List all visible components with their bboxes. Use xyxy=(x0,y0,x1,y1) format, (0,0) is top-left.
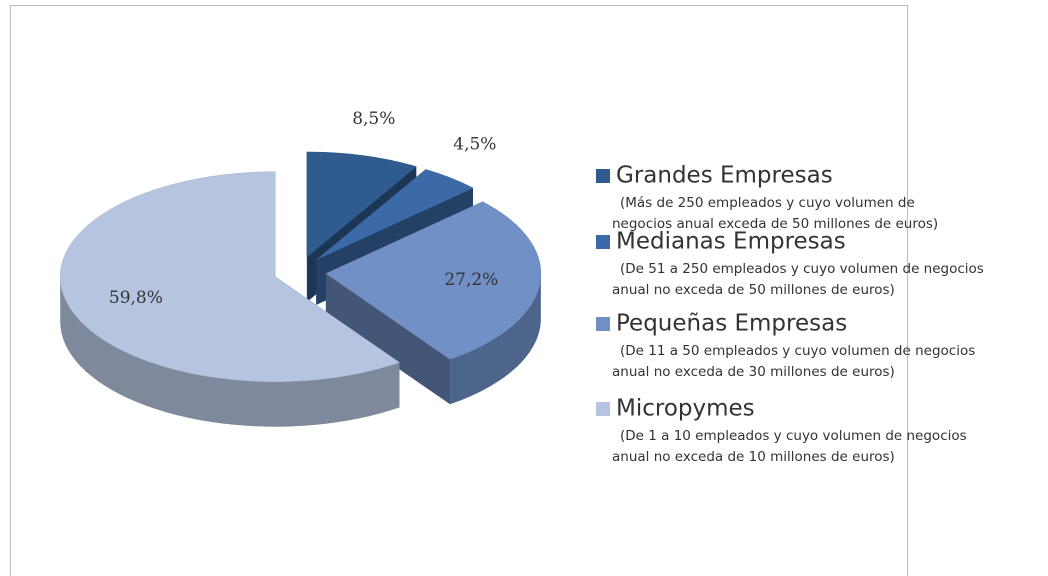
legend-description: (De 1 a 10 empleados y cuyo volumen de n… xyxy=(620,428,967,444)
legend-description: (Más de 250 empleados y cuyo volumen de xyxy=(620,195,915,211)
data-label: 59,8% xyxy=(109,288,163,308)
slice-side xyxy=(60,276,400,427)
slice xyxy=(306,151,417,258)
legend-description: (De 51 a 250 empleados y cuyo volumen de… xyxy=(620,261,984,277)
data-label: 4,5% xyxy=(453,135,496,155)
slice-wall xyxy=(325,273,451,405)
legend-label: Grandes Empresas xyxy=(616,163,833,189)
legend-label: Micropymes xyxy=(616,396,755,422)
slice xyxy=(325,201,542,360)
legend-label: Pequeñas Empresas xyxy=(616,311,847,337)
legend-label: Medianas Empresas xyxy=(616,229,846,255)
legend-swatch xyxy=(596,169,610,183)
legend-swatch xyxy=(596,317,610,331)
legend-swatch xyxy=(596,402,610,416)
legend-description: (De 11 a 50 empleados y cuyo volumen de … xyxy=(620,343,975,359)
legend-description: anual no exceda de 10 millones de euros) xyxy=(612,449,895,465)
slice xyxy=(59,171,400,382)
slice xyxy=(316,169,474,261)
pie-tops xyxy=(59,151,542,382)
data-label: 8,5% xyxy=(352,109,395,129)
legend-description: negocios anual exceda de 50 millones de … xyxy=(612,216,938,232)
legend-description: anual no exceda de 50 millones de euros) xyxy=(612,282,895,298)
data-label: 27,2% xyxy=(444,270,498,290)
legend-description: anual no exceda de 30 millones de euros) xyxy=(612,364,895,380)
slice-side xyxy=(450,273,541,405)
legend-swatch xyxy=(596,235,610,249)
